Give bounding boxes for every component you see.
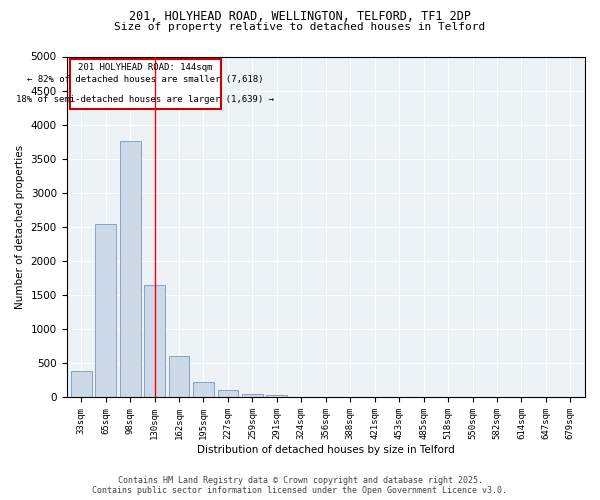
Y-axis label: Number of detached properties: Number of detached properties: [15, 145, 25, 309]
Text: 201, HOLYHEAD ROAD, WELLINGTON, TELFORD, TF1 2DP: 201, HOLYHEAD ROAD, WELLINGTON, TELFORD,…: [129, 10, 471, 23]
Text: Size of property relative to detached houses in Telford: Size of property relative to detached ho…: [115, 22, 485, 32]
Bar: [169, 356, 190, 398]
Text: 18% of semi-detached houses are larger (1,639) →: 18% of semi-detached houses are larger (…: [16, 95, 274, 104]
Bar: [242, 394, 263, 398]
Bar: [95, 224, 116, 398]
Bar: [266, 396, 287, 398]
Bar: [193, 382, 214, 398]
Bar: [144, 285, 165, 398]
FancyBboxPatch shape: [70, 59, 221, 109]
Text: Contains HM Land Registry data © Crown copyright and database right 2025.
Contai: Contains HM Land Registry data © Crown c…: [92, 476, 508, 495]
X-axis label: Distribution of detached houses by size in Telford: Distribution of detached houses by size …: [197, 445, 455, 455]
Bar: [218, 390, 238, 398]
Text: ← 82% of detached houses are smaller (7,618): ← 82% of detached houses are smaller (7,…: [27, 74, 263, 84]
Text: 201 HOLYHEAD ROAD: 144sqm: 201 HOLYHEAD ROAD: 144sqm: [78, 63, 212, 72]
Bar: [71, 371, 92, 398]
Bar: [120, 141, 140, 398]
